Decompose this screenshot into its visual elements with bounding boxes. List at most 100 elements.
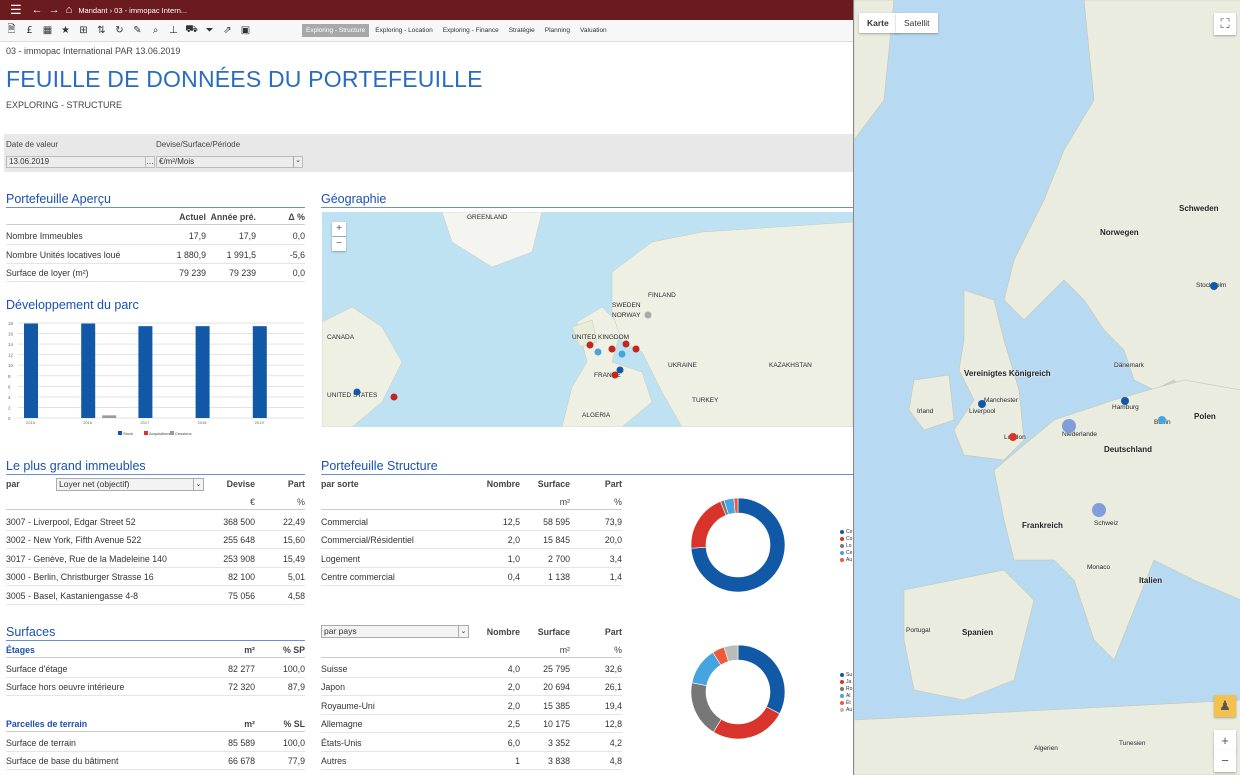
geo-zoom-in-button[interactable]: + [332, 222, 346, 236]
cell: 73,9 [604, 517, 622, 527]
row-label: 3000 - Berlin, Christburger Strasse 16 [6, 572, 154, 583]
unit-label: % [614, 645, 622, 655]
map-zoom-in-button[interactable]: + [1214, 730, 1236, 752]
fullscreen-icon[interactable]: ⛶ [1214, 13, 1236, 35]
back-icon[interactable]: ← [31, 4, 43, 16]
forward-icon[interactable]: → [48, 4, 60, 16]
pct-header: % SP [282, 645, 305, 655]
tab-bar: Exploring - Structure Exploring - Locati… [302, 24, 613, 37]
map-type-karte-button[interactable]: Karte [859, 13, 897, 33]
col-header: Part [604, 479, 622, 489]
select-value: par pays [324, 626, 357, 636]
geo-label-sweden: SWEDEN [612, 302, 641, 309]
export-icon[interactable]: ⇗ [223, 25, 232, 36]
map-label-deutschland: Deutschland [1104, 445, 1153, 454]
cell: 82 100 [228, 572, 255, 583]
cell: 4,2 [609, 737, 622, 748]
col-header: Nombre [486, 627, 520, 637]
devise-select[interactable]: €/m²/Mois ⌄ [156, 156, 303, 168]
map-label-schweiz: Schweiz [1094, 520, 1119, 527]
cell: 2,0 [507, 700, 520, 711]
zoom-icon[interactable]: ⌕ [152, 25, 159, 36]
development-chart: 0 2 4 6 8 10 12 14 16 18 2015 2016 2017 2018 2019 Stock… [8, 321, 304, 436]
map-label-portugal: Portugal [906, 627, 931, 634]
cell: 4,0 [507, 664, 520, 674]
legend-item: Al [840, 693, 852, 699]
europe-map[interactable]: Karte Satellit ⛶ ♟ + − Schweden Norwegen… [853, 0, 1240, 775]
street-view-pegman-icon[interactable]: ♟ [1214, 695, 1236, 717]
geo-zoom-out-button[interactable]: − [332, 237, 346, 251]
legend-swatch [144, 431, 148, 435]
tab-planning[interactable]: Planning [544, 27, 571, 34]
page-subtitle: EXPLORING - STRUCTURE [6, 100, 123, 110]
row-label: États-Unis [321, 737, 362, 748]
tab-exploring-finance[interactable]: Exploring - Finance [442, 27, 499, 34]
tab-exploring-structure[interactable]: Exploring - Structure [302, 24, 370, 37]
row-divider [321, 585, 622, 587]
legend-label: Stock [123, 431, 133, 436]
tab-valuation[interactable]: Valuation [580, 27, 607, 34]
vehicle-icon[interactable]: ⛟ [185, 24, 198, 35]
country-group-select[interactable]: par pays ⌄ [321, 625, 469, 638]
main-content: 03 - immopac International PAR 13.06.201… [0, 42, 853, 775]
tab-strategie[interactable]: Stratégie [508, 27, 535, 34]
toolbar: 🗎 £ ▦ ★ ⊞ ⇅ ↻ ✎ ⌕ ⊥ ⛟ ⏷ ⇗ ▣ Exploring - … [0, 20, 853, 42]
pin-icon[interactable]: ⊥ [169, 25, 178, 36]
row-divider [6, 695, 305, 697]
map-label-niederlande: Niederlande [1062, 431, 1098, 438]
collapse-icon[interactable]: ▣ [240, 25, 251, 36]
legend-label: Cessions [175, 431, 191, 436]
star-icon[interactable]: ★ [61, 25, 70, 36]
hamburger-menu-icon[interactable]: ☰ [10, 2, 22, 17]
legend-item: Ce [840, 550, 852, 556]
calculator-icon[interactable]: ▦ [42, 25, 53, 36]
cell: 15,49 [282, 553, 305, 564]
geo-label-turkey: TURKEY [692, 397, 719, 404]
bar-stock [195, 326, 210, 418]
edit-icon[interactable]: ✎ [133, 25, 142, 36]
row-divider [6, 281, 305, 282]
map-zoom-out-button[interactable]: − [1214, 750, 1236, 772]
date-picker-button[interactable]: … [145, 156, 155, 168]
row-label: Autres [321, 756, 347, 766]
bar-stock [24, 323, 38, 418]
x-tick-label: 2017 [140, 420, 150, 425]
legend-swatch [170, 431, 174, 435]
donut-slice [690, 682, 722, 733]
geo-label-us: UNITED STATES [327, 392, 378, 399]
apercu-row-label: Nombre Immeubles [6, 231, 83, 241]
currency-icon[interactable]: £ [26, 25, 33, 36]
par-label: par [6, 479, 20, 489]
map-type-satellit-button[interactable]: Satellit [896, 13, 938, 33]
col-header: Devise [226, 479, 255, 489]
tab-exploring-location[interactable]: Exploring - Location [375, 27, 433, 34]
page-title: FEUILLE DE DONNÉES DU PORTEFEUILLE [6, 66, 483, 92]
add-icon[interactable]: ⊞ [79, 25, 88, 36]
map-label-schweden: Schweden [1179, 204, 1219, 213]
filter-icon[interactable]: ⏷ [205, 25, 214, 36]
x-tick-label: 2016 [83, 420, 93, 425]
map-marker [1121, 397, 1129, 405]
row-divider [321, 548, 622, 550]
largest-metric-select[interactable]: Loyer net (objectif) ⌄ [56, 478, 204, 491]
breadcrumb[interactable]: Mandant › 03 - immopac Intern... [78, 5, 188, 15]
apercu-cell: 0,0 [292, 268, 305, 278]
refresh-icon[interactable]: ↻ [115, 25, 124, 36]
y-tick-label: 14 [8, 342, 14, 347]
world-map[interactable]: + − GREENLAND FINLAND SWEDEN NORWAY UNIT… [322, 212, 853, 427]
cell: 15 385 [543, 700, 570, 711]
portfolio-crumb: 03 - immopac International PAR 13.06.201… [6, 46, 181, 56]
apercu-col-header: Δ % [288, 212, 305, 222]
date-field[interactable]: 13.06.2019 [6, 156, 146, 168]
home-icon[interactable]: ⌂ [65, 4, 73, 16]
sort-icon[interactable]: ⇅ [97, 25, 106, 36]
cell: 2,0 [507, 535, 520, 546]
apercu-cell: 1 991,5 [226, 249, 256, 260]
row-divider [6, 262, 305, 264]
bar-stock [252, 326, 267, 418]
row-divider [6, 751, 305, 752]
geo-label-france: FRANCE [594, 372, 621, 379]
row-label: Surface de terrain [6, 738, 76, 748]
pdf-icon[interactable]: 🗎 [7, 24, 16, 35]
map-marker [978, 400, 986, 408]
